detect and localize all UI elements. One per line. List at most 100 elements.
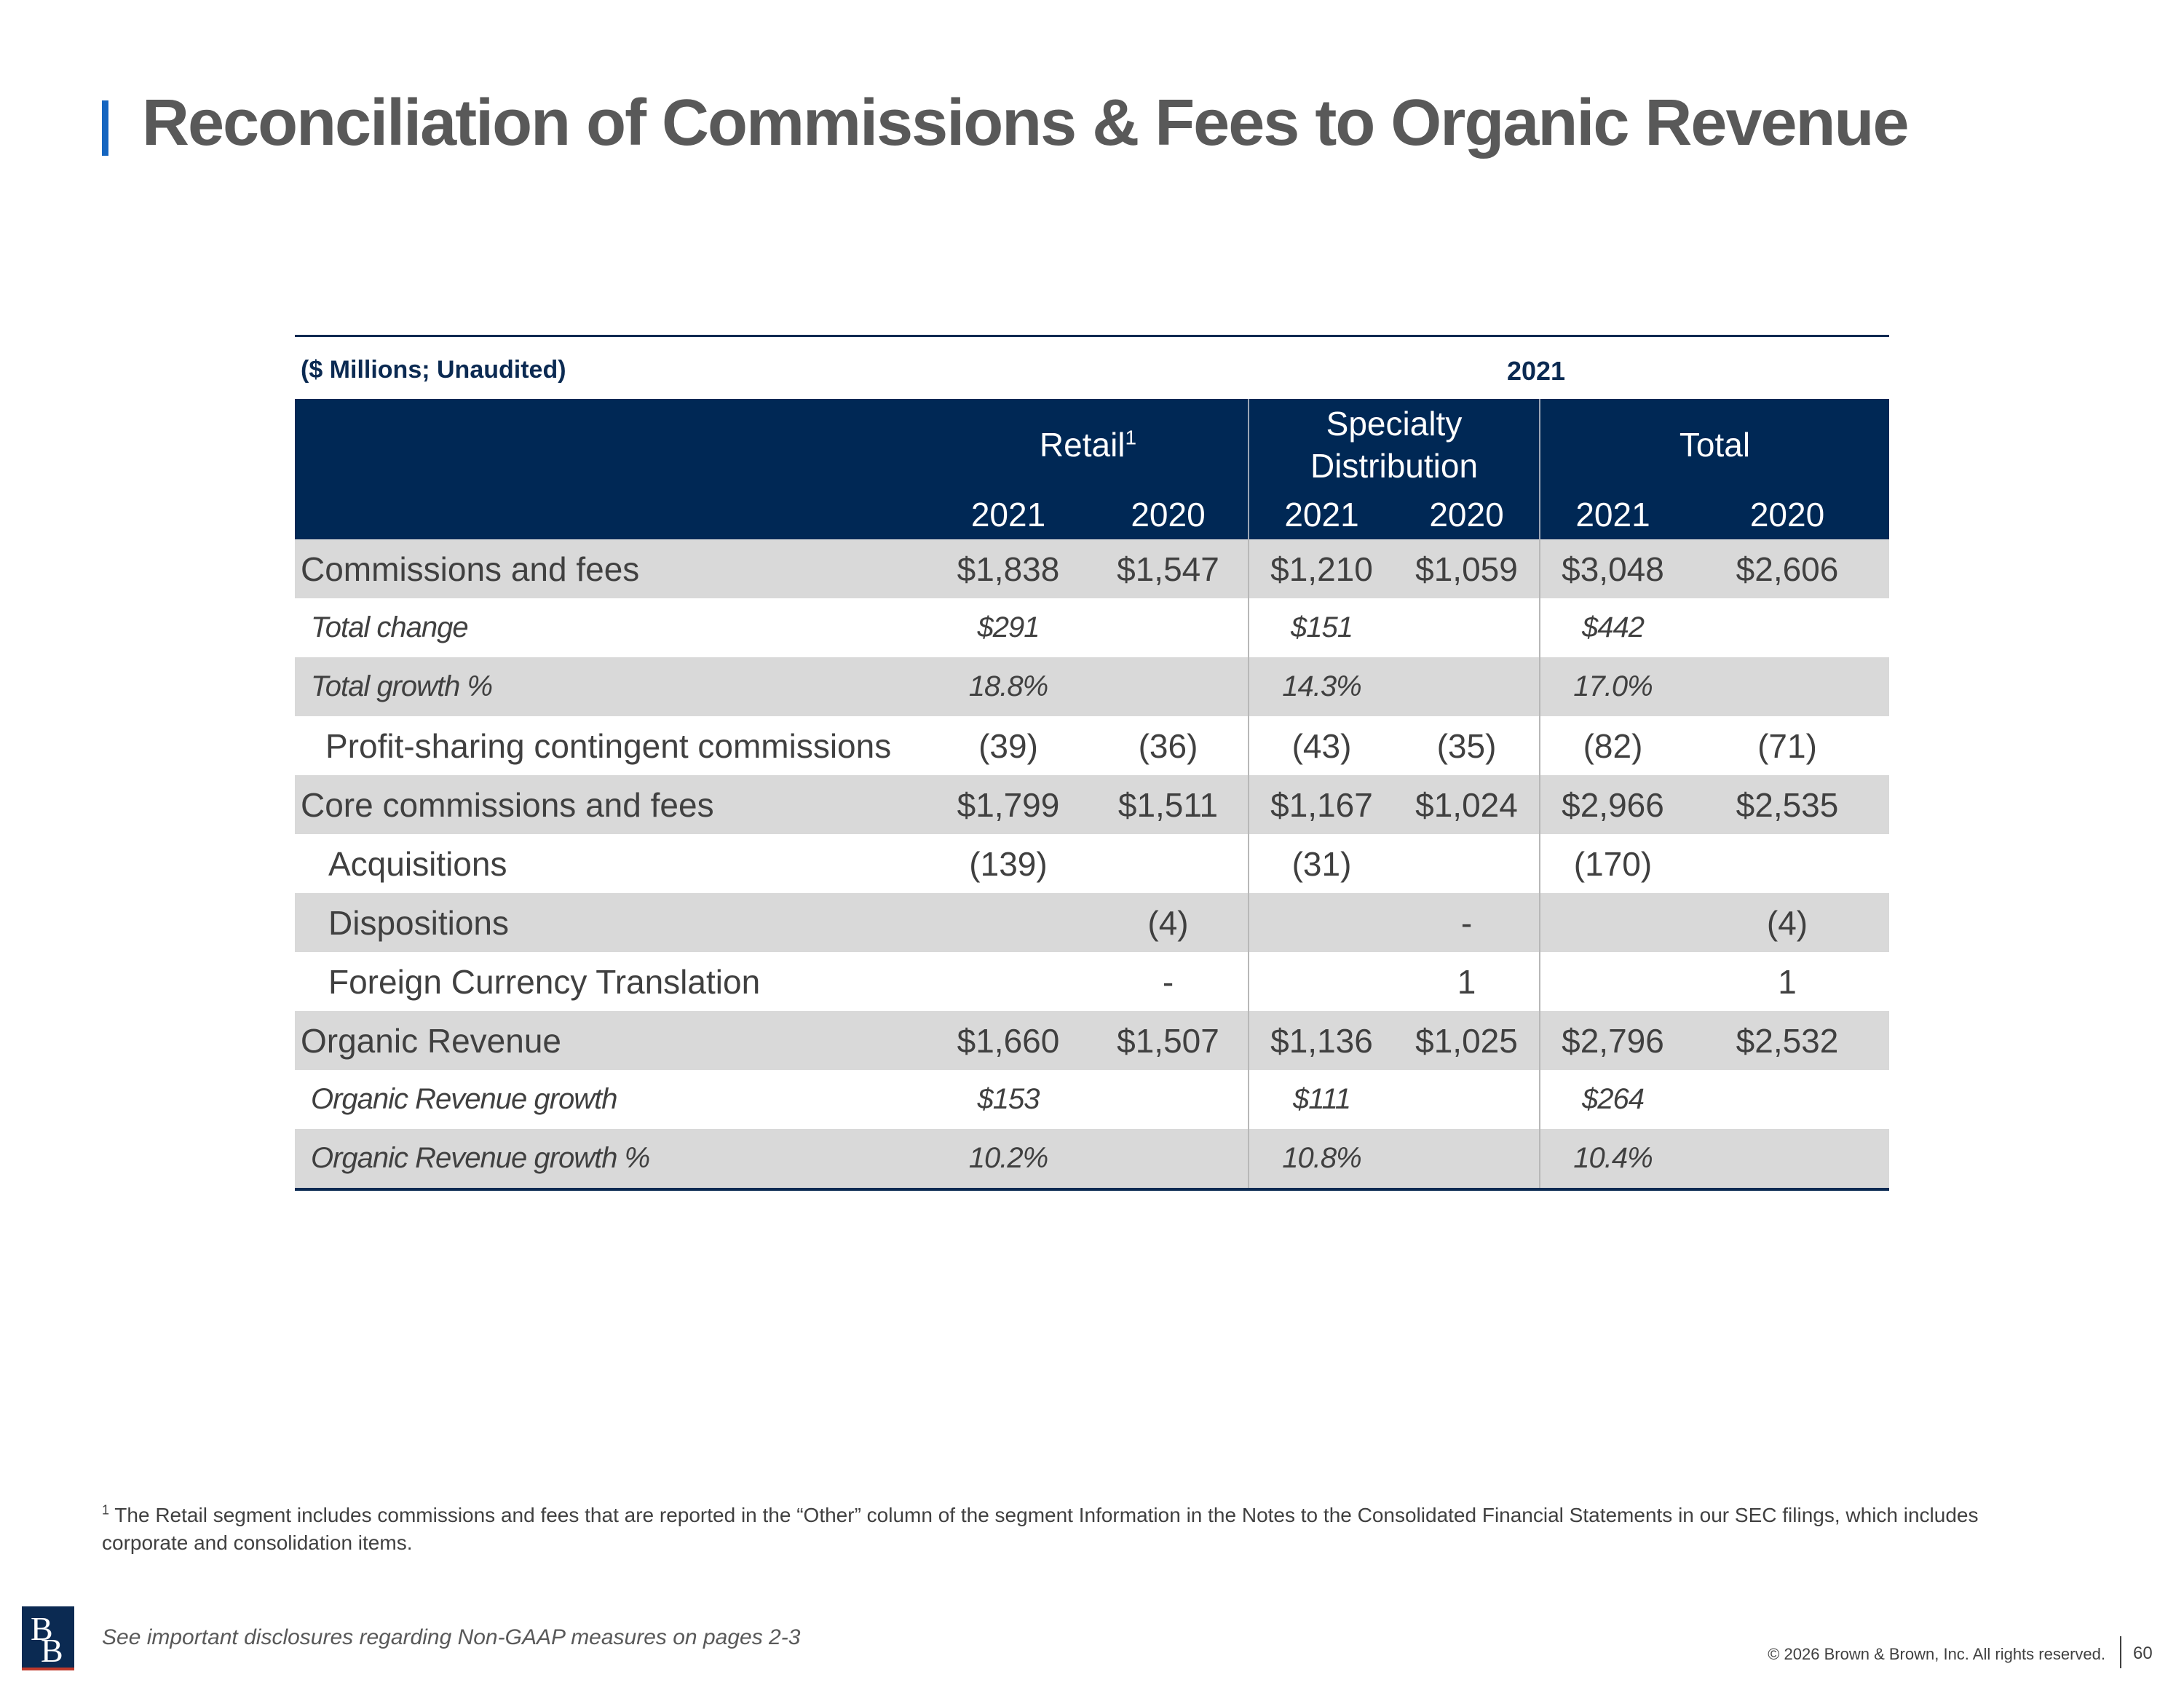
cell-value: $1,507	[1117, 1021, 1219, 1060]
table-caption: ($ Millions; Unaudited)	[301, 356, 566, 384]
table-row-profit-sharing: Profit-sharing contingent commissions (3…	[295, 716, 1889, 775]
cell-value: $1,660	[957, 1021, 1060, 1060]
row-label: Dispositions	[328, 903, 509, 942]
cell-value	[1539, 893, 1685, 952]
cell-value	[1248, 952, 1394, 1011]
cell-value: 14.3%	[1248, 657, 1394, 716]
cell-value: $151	[1248, 598, 1394, 657]
cell-value	[1248, 893, 1394, 952]
cell-value: (39)	[978, 726, 1038, 765]
year-header: 2021	[970, 496, 1046, 534]
table-row-organic-revenue: Organic Revenue $1,660 $1,507 $1,136 $1,…	[295, 1011, 1890, 1070]
cell-value	[1685, 1129, 1889, 1188]
cell-value: (4)	[1766, 903, 1808, 942]
header-blank-cell	[295, 490, 928, 539]
year-caption: 2021	[1506, 356, 1566, 386]
cell-value: 10.2%	[968, 1142, 1048, 1174]
cell-value: $153	[977, 1083, 1040, 1115]
cell-value: -	[1460, 903, 1473, 942]
cell-value: $2,966	[1539, 775, 1685, 834]
year-header: 2021	[1248, 490, 1394, 539]
title-accent-bar	[102, 100, 108, 156]
cell-value	[928, 893, 1088, 952]
cell-value: (71)	[1757, 726, 1817, 765]
cell-value: $264	[1539, 1070, 1685, 1129]
cell-value: 1	[1778, 962, 1797, 1001]
cell-value: $2,606	[1736, 550, 1839, 588]
row-label: Organic Revenue	[301, 1021, 561, 1060]
table-caption-row: ($ Millions; Unaudited) 2021	[295, 337, 1889, 399]
year-header: 2020	[1131, 496, 1206, 534]
group-header-retail: Retail1	[1039, 425, 1137, 464]
cell-value: $111	[1248, 1070, 1394, 1129]
page-title: Reconciliation of Commissions & Fees to …	[142, 87, 1910, 159]
cell-value: (35)	[1436, 726, 1497, 765]
cell-value	[1685, 657, 1889, 716]
cell-value	[1394, 598, 1540, 657]
table-row-foreign-currency: Foreign Currency Translation - 1 1	[295, 952, 1889, 1011]
copyright-notice: © 2026 Brown & Brown, Inc. All rights re…	[1768, 1645, 2105, 1663]
cell-value: $442	[1539, 598, 1685, 657]
row-label: Total change	[311, 611, 469, 643]
cell-value: $1,838	[957, 550, 1060, 588]
cell-value: $1,136	[1248, 1011, 1394, 1070]
year-header: 2020	[1749, 496, 1825, 534]
cell-value: $1,210	[1248, 539, 1394, 598]
cell-value	[1088, 1070, 1249, 1129]
table-row-total-change: Total change $291 $151 $442	[295, 598, 1889, 657]
table-row-dispositions: Dispositions (4) - (4)	[295, 893, 1890, 952]
page-number: 60	[2133, 1644, 2153, 1663]
cell-value: $2,535	[1736, 785, 1839, 824]
cell-value: $1,024	[1415, 785, 1518, 824]
cell-value: (170)	[1539, 834, 1685, 893]
table-top-rule	[295, 335, 1889, 337]
cell-value: $1,547	[1117, 550, 1219, 588]
cell-value: $291	[977, 611, 1040, 643]
footnote: 1 The Retail segment includes commission…	[102, 1502, 2068, 1557]
year-header-row: 2021 2020 2021 2020 2021 2020	[295, 490, 1890, 539]
cell-value	[1394, 834, 1540, 893]
cell-value: 18.8%	[968, 670, 1048, 702]
cell-value	[1088, 598, 1249, 657]
table-row-organic-revenue-growth-pct: Organic Revenue growth % 10.2% 10.8% 10.…	[295, 1129, 1890, 1188]
cell-value: (82)	[1539, 716, 1685, 775]
cell-value: $1,511	[1117, 785, 1219, 824]
cell-value: 17.0%	[1539, 657, 1685, 716]
table-row-acquisitions: Acquisitions (139) (31) (170)	[295, 834, 1889, 893]
cell-value: (139)	[969, 844, 1048, 883]
cell-value: 10.8%	[1248, 1129, 1394, 1188]
cell-value: $2,532	[1736, 1021, 1839, 1060]
cell-value: $1,025	[1415, 1021, 1518, 1060]
cell-value: (4)	[1147, 903, 1189, 942]
cell-value	[1394, 1070, 1540, 1129]
group-header-row: Retail1 Specialty Distribution Total	[295, 399, 1890, 490]
cell-value	[928, 952, 1088, 1011]
row-label: Organic Revenue growth	[311, 1083, 617, 1115]
table-row-core-commissions: Core commissions and fees $1,799 $1,511 …	[295, 775, 1890, 834]
group-header-total: Total	[1538, 399, 1890, 490]
cell-value: (36)	[1138, 726, 1198, 765]
cell-value: 1	[1457, 962, 1476, 1001]
cell-value	[1685, 834, 1889, 893]
cell-value: $2,796	[1539, 1011, 1685, 1070]
cell-value	[1685, 598, 1889, 657]
cell-value: $3,048	[1539, 539, 1685, 598]
cell-value: $1,059	[1415, 550, 1518, 588]
table-row-organic-revenue-growth: Organic Revenue growth $153 $111 $264	[295, 1070, 1889, 1129]
row-label: Commissions and fees	[301, 550, 640, 588]
cell-value: $1,799	[957, 785, 1060, 824]
cell-value: (31)	[1248, 834, 1394, 893]
row-label: Total growth %	[311, 670, 493, 702]
row-label: Organic Revenue growth %	[311, 1142, 650, 1174]
cell-value	[1394, 657, 1540, 716]
cell-value	[1394, 1129, 1540, 1188]
row-label: Acquisitions	[328, 844, 507, 883]
table-row-total-growth-pct: Total growth % 18.8% 14.3% 17.0%	[295, 657, 1890, 716]
year-header: 2020	[1429, 496, 1504, 534]
header-blank-cell	[295, 399, 928, 490]
row-label: Core commissions and fees	[301, 785, 714, 824]
row-label: Profit-sharing contingent commissions	[325, 726, 892, 765]
footnote-marker: 1	[102, 1502, 110, 1518]
cell-value	[1539, 952, 1685, 1011]
